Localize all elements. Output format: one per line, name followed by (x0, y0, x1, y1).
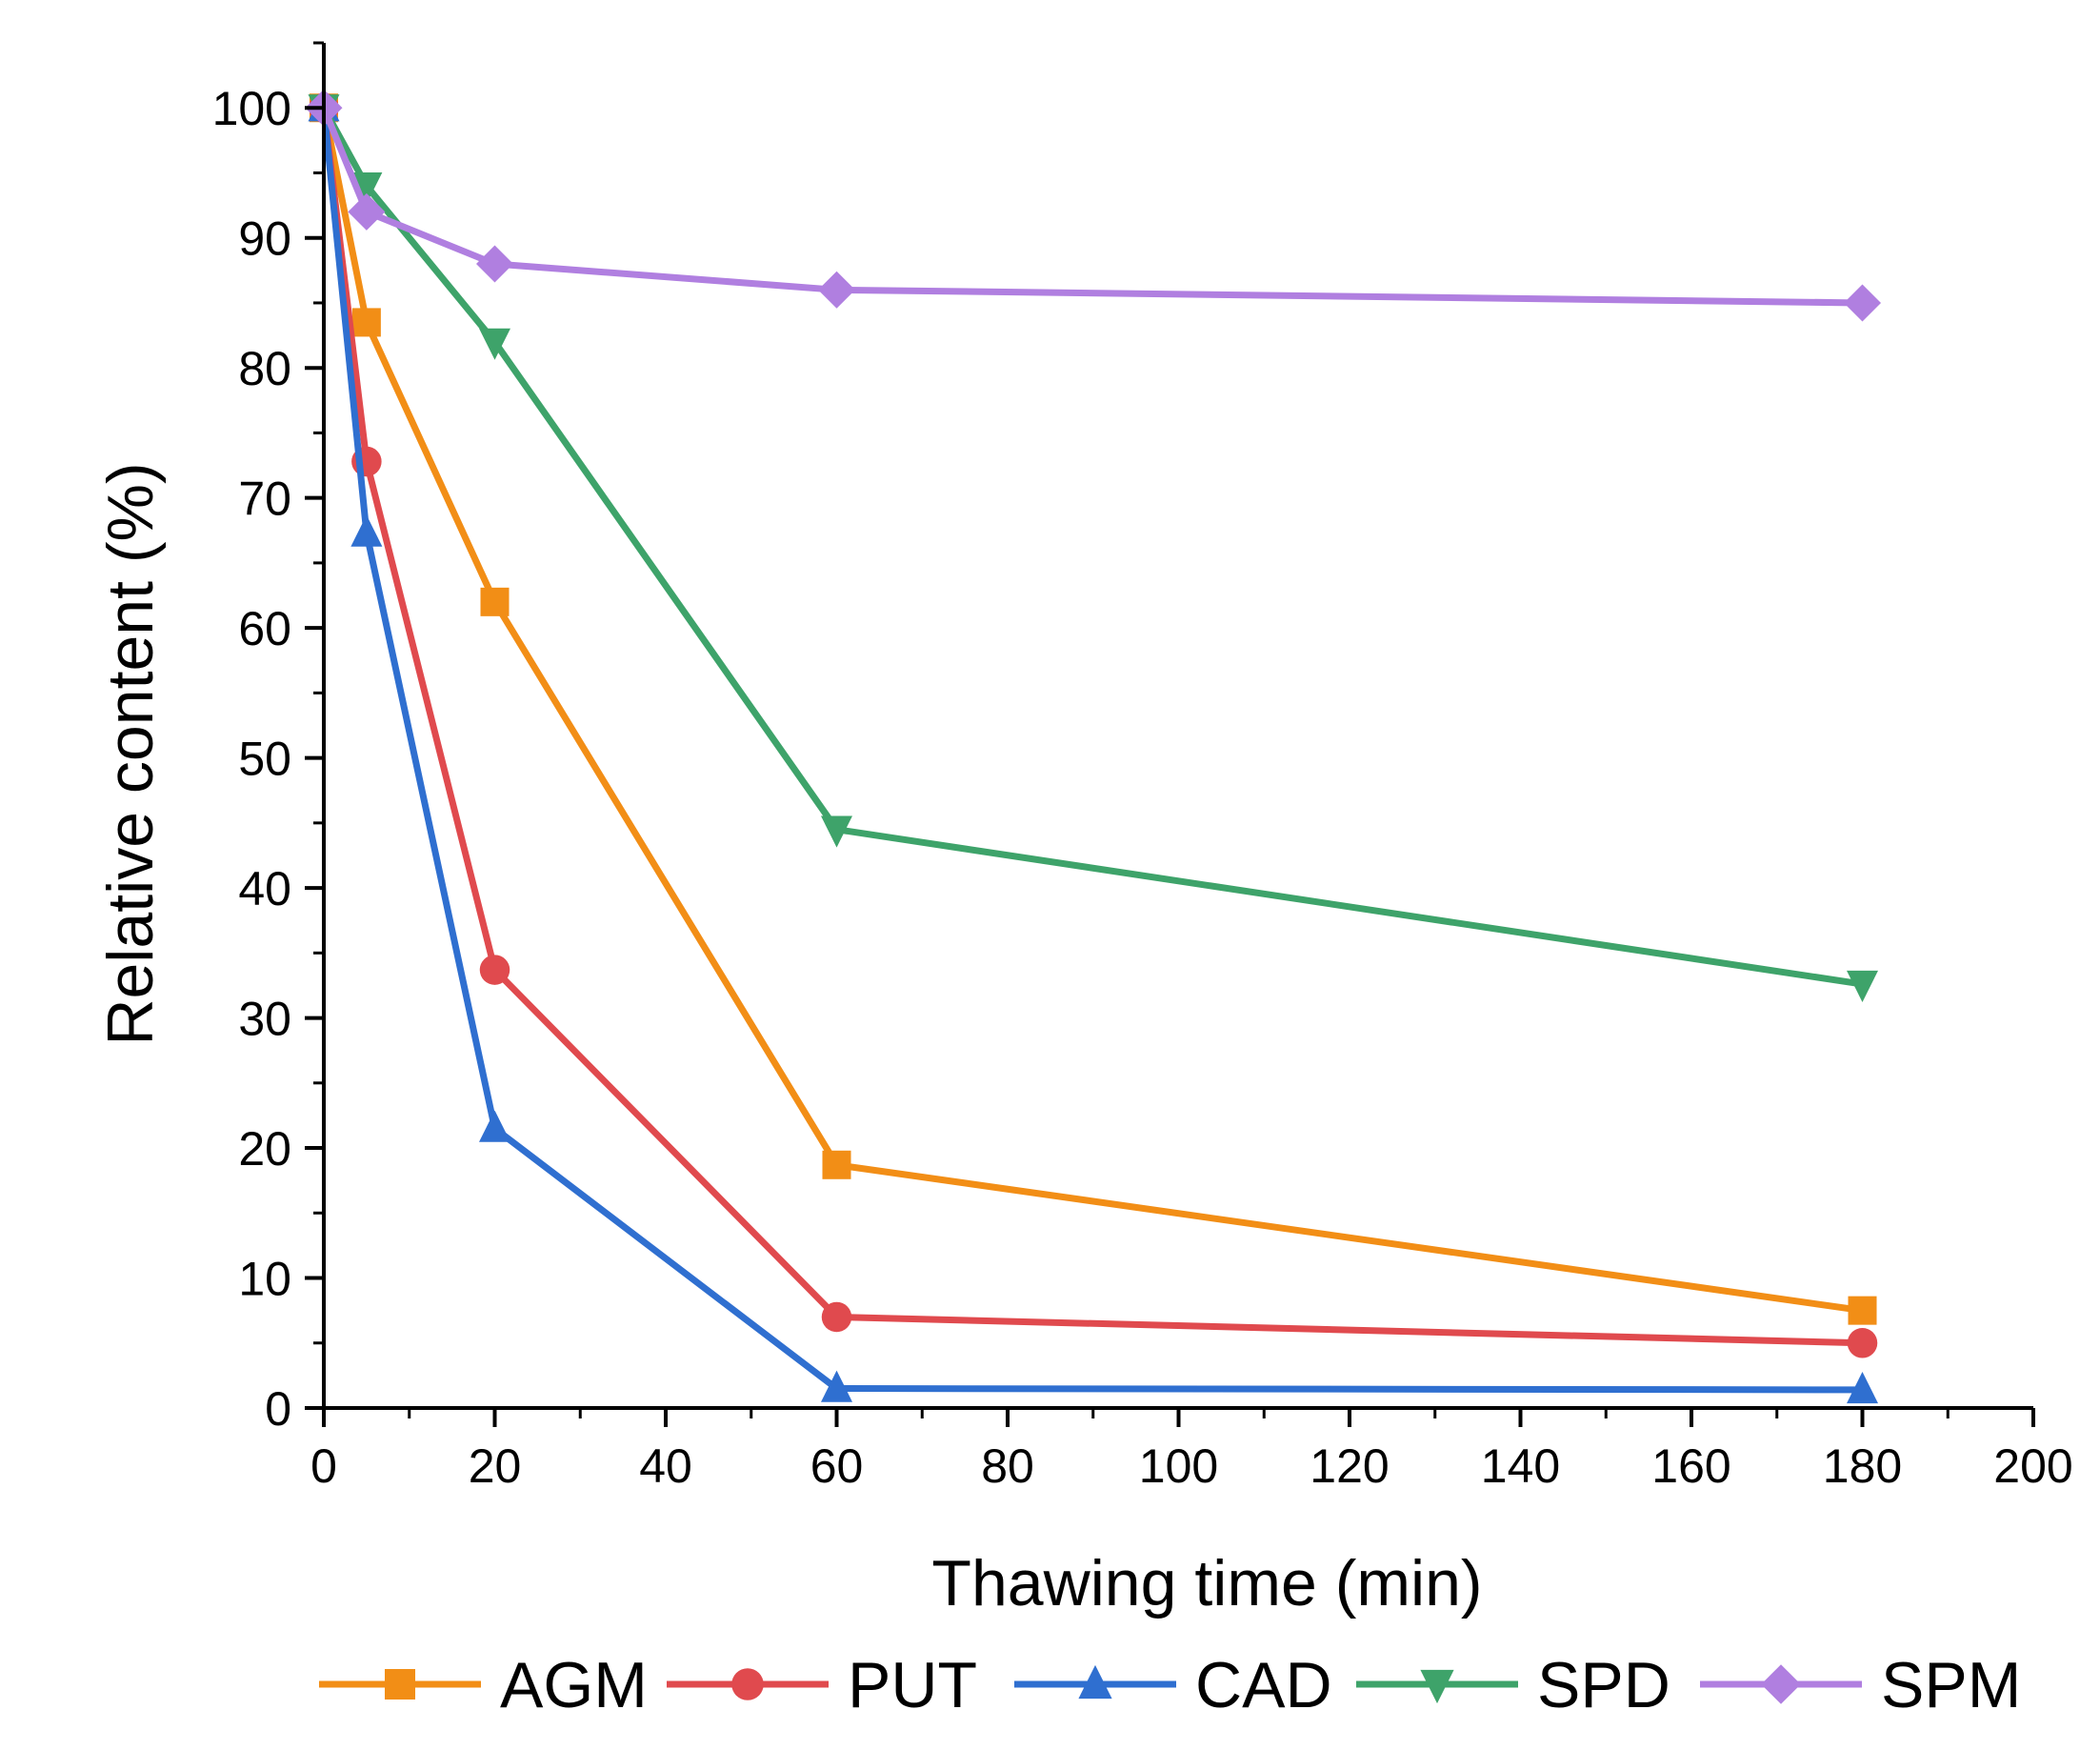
series-spm (305, 89, 1881, 322)
y-tick-label: 10 (238, 1253, 291, 1306)
legend-marker-spd (1420, 1669, 1454, 1704)
series-agm (310, 93, 1877, 1325)
series-layer (305, 89, 1881, 1404)
y-tick-label: 60 (238, 602, 291, 655)
legend-item-agm: AGM (319, 1649, 648, 1721)
y-tick-label: 30 (238, 993, 291, 1046)
legend-item-spm: SPM (1700, 1649, 2021, 1721)
data-point-agm (480, 587, 510, 616)
data-point-put (479, 955, 510, 985)
x-axis-title: Thawing time (min) (931, 1547, 1482, 1619)
x-tick-label: 20 (469, 1439, 522, 1493)
legend-marker-agm (385, 1669, 415, 1700)
x-tick-label: 60 (810, 1439, 864, 1493)
legend-item-cad: CAD (1014, 1649, 1332, 1721)
legend-marker-spm (1761, 1664, 1801, 1704)
y-tick-label: 70 (238, 473, 291, 526)
axes-layer: 0 20 40 60 80 100 120 140 160 180 200 0 10 20 30 40 50 60… (212, 41, 2073, 1493)
x-tick-label: 120 (1310, 1439, 1389, 1493)
data-point-spm (818, 271, 855, 309)
data-point-spm (476, 245, 513, 283)
legend-item-spd: SPD (1356, 1649, 1670, 1721)
y-tick-label: 100 (212, 82, 291, 135)
data-point-agm (351, 308, 381, 337)
data-point-cad (1847, 1371, 1878, 1404)
data-point-put (1847, 1328, 1878, 1358)
data-point-spd (350, 171, 383, 205)
series-line-agm (320, 107, 1863, 1315)
data-point-put (821, 1301, 852, 1333)
y-tick-label: 0 (265, 1382, 291, 1436)
y-tick-label: 40 (238, 862, 291, 915)
data-point-spm (1844, 284, 1881, 322)
data-point-cad (821, 1370, 852, 1402)
y-axis-title: Relative content (%) (94, 462, 167, 1045)
legend-label-cad: CAD (1195, 1649, 1332, 1721)
legend-label-put: PUT (848, 1649, 977, 1721)
x-tick-label: 160 (1651, 1439, 1730, 1493)
y-tick-label: 90 (238, 212, 291, 266)
x-tick-label: 200 (1993, 1439, 2072, 1493)
data-point-spm (348, 192, 386, 231)
series-line-spm (320, 106, 1863, 307)
x-tick-label: 80 (981, 1439, 1034, 1493)
legend: AGM PUT CAD SPD SPM (319, 1649, 2021, 1721)
x-tick-label: 0 (310, 1439, 337, 1493)
x-tick-label: 100 (1139, 1439, 1218, 1493)
y-tick-label: 50 (238, 733, 291, 786)
legend-marker-put (731, 1668, 764, 1700)
legend-label-spd: SPD (1537, 1649, 1670, 1721)
legend-label-agm: AGM (500, 1649, 648, 1721)
series-spd (308, 94, 1878, 1002)
data-point-cad (479, 1110, 510, 1142)
legend-item-put: PUT (667, 1649, 977, 1721)
x-tick-label: 140 (1481, 1439, 1560, 1493)
data-point-spd (479, 328, 510, 360)
legend-marker-cad (1078, 1664, 1112, 1700)
series-line-spd (320, 106, 1864, 988)
x-tick-label: 40 (639, 1439, 692, 1493)
data-point-agm (822, 1150, 851, 1179)
data-point-cad (350, 514, 383, 547)
x-tick-label: 180 (1823, 1439, 1902, 1493)
data-point-spd (821, 815, 852, 848)
data-point-spd (1847, 970, 1878, 1002)
y-tick-label: 20 (238, 1122, 291, 1176)
data-point-agm (1848, 1296, 1877, 1325)
legend-label-spm: SPM (1881, 1649, 2021, 1721)
series-cad (308, 90, 1878, 1404)
y-tick-label: 80 (238, 342, 291, 395)
